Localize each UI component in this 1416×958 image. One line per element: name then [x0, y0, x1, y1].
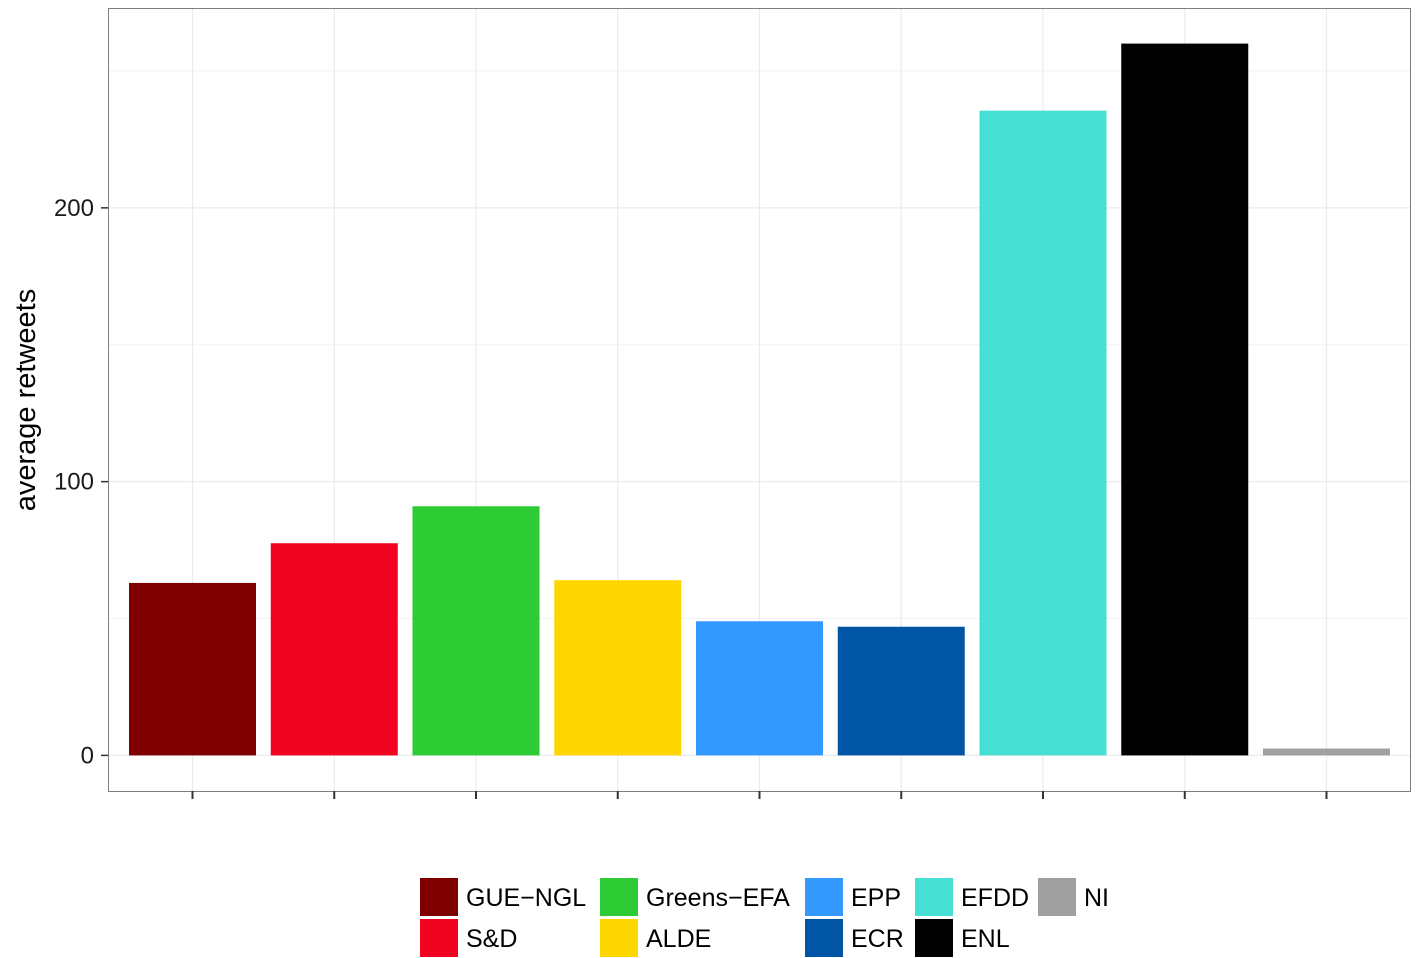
bars-group	[129, 43, 1390, 756]
legend-key-enl	[915, 919, 953, 957]
legend-key-greens-efa	[600, 878, 638, 916]
y-tick-label: 100	[54, 469, 94, 496]
bar-gue-ngl	[129, 582, 256, 756]
bar-greens-efa	[412, 506, 540, 756]
legend-key-ni	[1038, 878, 1076, 916]
legend-label-epp: EPP	[851, 884, 901, 912]
bar-epp	[696, 621, 823, 756]
legend-key-epp	[805, 878, 843, 916]
legend-label-greens-efa: Greens−EFA	[646, 884, 790, 912]
legend: GUE−NGL S&D Greens−EFA ALDE EPP ECR EFDD ENL NI	[420, 878, 1109, 957]
legend-label-ecr: ECR	[851, 925, 904, 953]
legend-label-ni: NI	[1084, 884, 1109, 912]
legend-label-s-d: S&D	[466, 925, 517, 953]
legend-label-efdd: EFDD	[961, 884, 1029, 912]
bar-alde	[554, 580, 682, 756]
legend-label-enl: ENL	[961, 925, 1010, 953]
legend-label-gue-ngl: GUE−NGL	[466, 884, 586, 912]
legend-key-efdd	[915, 878, 953, 916]
y-tick-label: 200	[54, 195, 94, 222]
bar-ni	[1263, 748, 1390, 756]
legend-key-alde	[600, 919, 638, 957]
bar-ecr	[837, 626, 965, 756]
y-tick-label: 0	[81, 742, 94, 769]
legend-key-gue-ngl	[420, 878, 458, 916]
legend-key-ecr	[805, 919, 843, 957]
bar-enl	[1121, 43, 1249, 756]
legend-key-s-d	[420, 919, 458, 957]
axes-group: 0 100 200	[54, 195, 1328, 799]
legend-label-alde: ALDE	[646, 925, 711, 953]
bar-s-d	[270, 543, 398, 756]
bar-efdd	[979, 110, 1107, 756]
y-axis-title: average retweets	[10, 289, 42, 511]
